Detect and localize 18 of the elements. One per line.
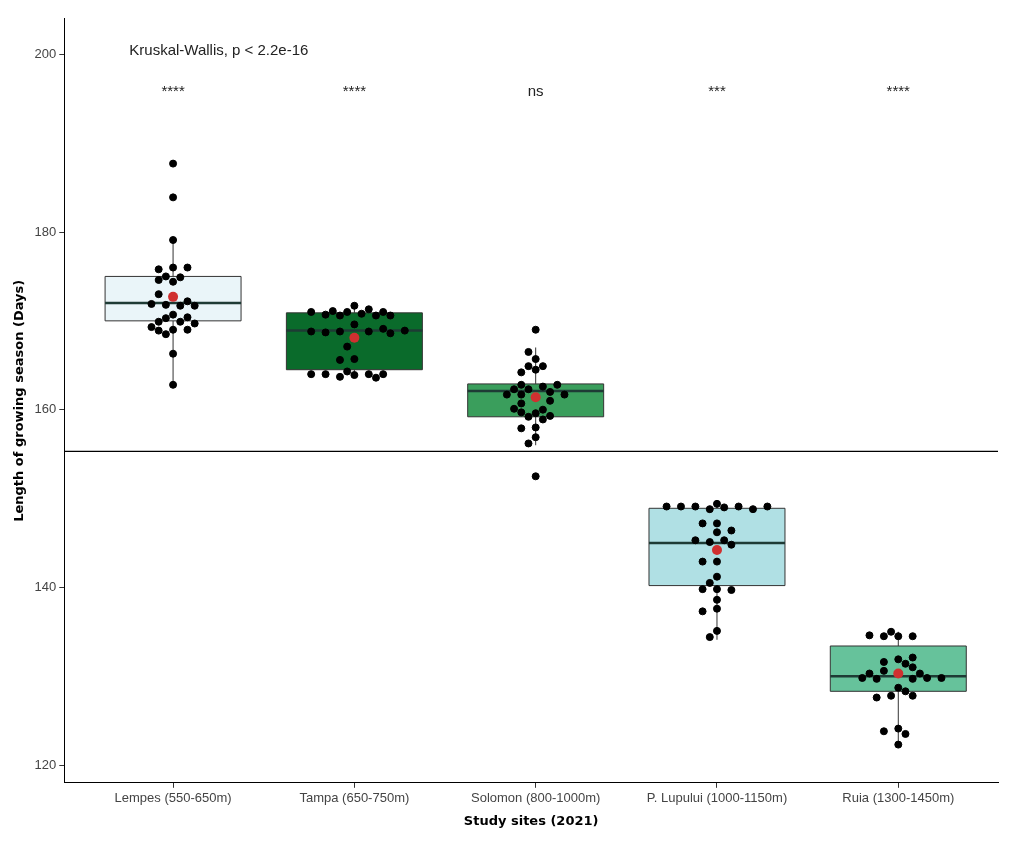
annotation: Kruskal-Wallis, p < 2.2e-16 — [129, 40, 309, 58]
x-tick-label: Lempes (550-650m) — [114, 790, 232, 806]
y-tick-label: 120 — [34, 756, 57, 772]
x-tick-label: P. Lupului (1000-1150m) — [646, 790, 788, 806]
annotation: ns — [527, 81, 544, 99]
y-axis-title: Length of growing season (Days) — [11, 279, 27, 522]
y-tick-label: 140 — [34, 578, 57, 594]
y-tick-label: 180 — [34, 223, 57, 239]
annotation: **** — [886, 81, 911, 99]
y-tick-label: 160 — [34, 401, 57, 417]
x-tick-label: Tampa (650-750m) — [299, 790, 410, 806]
annotation: **** — [161, 81, 185, 99]
x-axis-title: Study sites (2021) — [463, 812, 599, 828]
x-tick-label: Ruia (1300-1450m) — [842, 790, 955, 806]
y-tick-label: 200 — [34, 45, 57, 61]
x-tick-label: Solomon (800-1000m) — [471, 790, 601, 806]
annotation: **** — [342, 81, 367, 99]
annotation: *** — [708, 81, 726, 99]
